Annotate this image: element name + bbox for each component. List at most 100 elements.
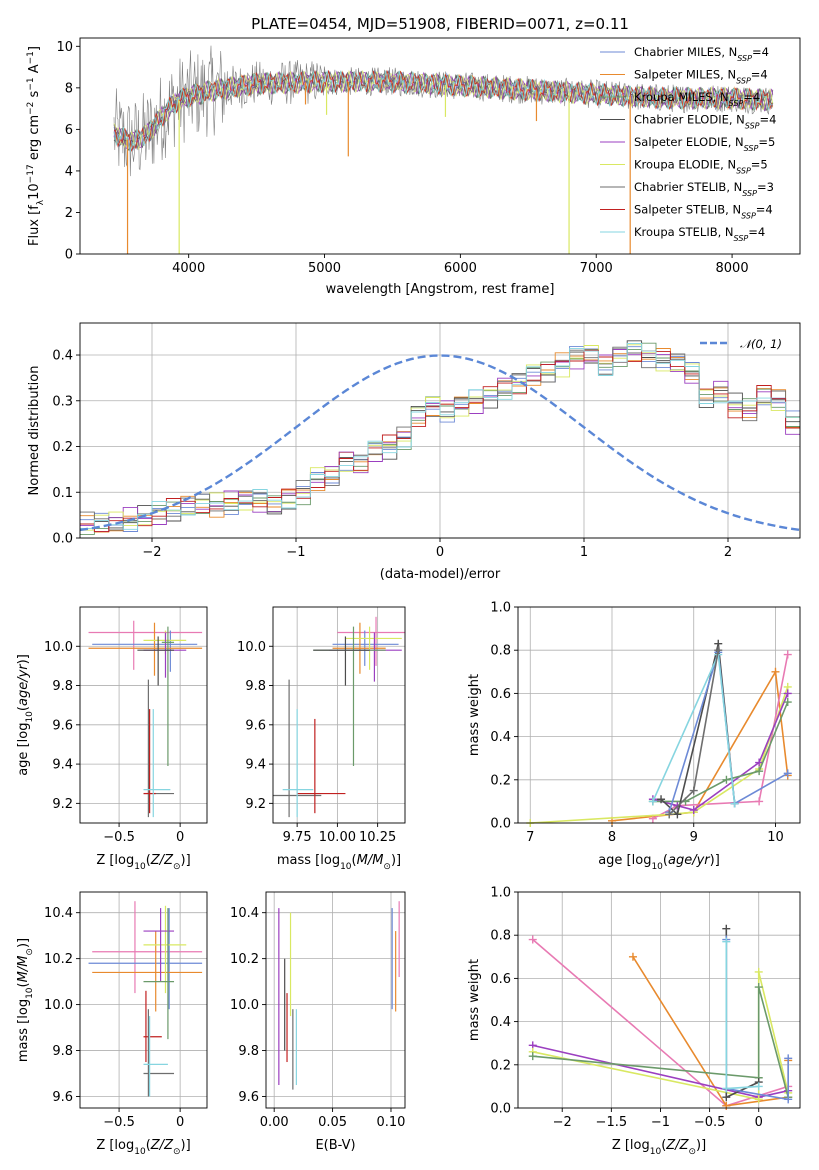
spectrum-legend-label-3: Chabrier ELODIE, NSSP=4 xyxy=(634,113,776,131)
mass-vs-Z-xtick-label-0: −0.5 xyxy=(103,1115,135,1130)
residuals-xtick-label-3: 1 xyxy=(580,545,588,560)
age-vs-Z-ytick-label-2: 9.6 xyxy=(52,718,73,733)
mass-vs-ebv-ytick-label-1: 9.8 xyxy=(238,1044,259,1059)
spectrum-xtick-label-2: 6000 xyxy=(444,261,477,276)
mass-vs-ebv-ytick-label-4: 10.4 xyxy=(230,906,259,921)
weight-vs-age-marker-5-0 xyxy=(657,795,666,804)
weight-vs-age-xtick-label-3: 10 xyxy=(767,830,784,845)
weight-vs-Z-ytick-label-4: 0.8 xyxy=(490,929,511,944)
residuals-xtick-label-2: 0 xyxy=(436,545,444,560)
weight-vs-Z-xtick-label-1: −1.5 xyxy=(596,1115,628,1130)
weight-vs-Z-xtick-label-0: −2 xyxy=(553,1115,572,1130)
age-vs-Z-ylabel: age [log10(age/yr)] xyxy=(16,654,35,776)
mass-vs-ebv-xtick-label-2: 0.10 xyxy=(377,1115,406,1130)
weight-vs-Z-xtick-label-3: −0.5 xyxy=(694,1115,726,1130)
weight-vs-Z-marker-7-1 xyxy=(722,1084,731,1093)
residuals-hist-6 xyxy=(80,346,800,531)
age-vs-Z-ytick-label-4: 10.0 xyxy=(44,640,73,655)
spectrum-data-line xyxy=(113,45,773,177)
mass-vs-Z-xlabel: Z [log10(Z/Z⊙)] xyxy=(96,1138,190,1157)
age-vs-mass-ytick-label-3: 9.8 xyxy=(245,679,266,694)
weight-vs-Z-ytick-label-3: 0.6 xyxy=(490,972,511,987)
weight-vs-Z-marker-3-2 xyxy=(754,967,763,976)
spectrum-ytick-label-4: 8 xyxy=(65,81,73,96)
mass-vs-ebv-ytick-label-2: 10.0 xyxy=(230,998,259,1013)
weight-vs-age-marker-1-3 xyxy=(783,650,792,659)
weight-vs-Z-ylabel: mass weight xyxy=(467,959,482,1041)
spectrum-ytick-label-1: 2 xyxy=(65,206,73,221)
spectrum-ytick-label-3: 6 xyxy=(65,123,73,138)
weight-vs-age-ytick-label-0: 0.0 xyxy=(490,817,511,832)
weight-vs-age-ytick-label-3: 0.6 xyxy=(490,687,511,702)
age-vs-mass-xtick-label-0: 9.75 xyxy=(283,830,312,845)
mass-vs-ebv-xlabel: E(B-V) xyxy=(315,1138,355,1153)
residuals-ytick-label-3: 0.3 xyxy=(52,394,73,409)
weight-vs-age-marker-6-3 xyxy=(783,769,792,778)
spectrum-legend-label-1: Salpeter MILES, NSSP=4 xyxy=(634,68,768,86)
age-vs-Z-frame xyxy=(79,606,208,824)
residuals-ytick-label-4: 0.4 xyxy=(52,349,73,364)
spectrum-xlabel: wavelength [Angstrom, rest frame] xyxy=(326,282,555,297)
residuals-ytick-label-2: 0.2 xyxy=(52,440,73,455)
spectrum-ytick-label-2: 4 xyxy=(65,164,73,179)
mass-vs-ebv-errorbars xyxy=(278,901,400,1090)
residuals-normal-curve xyxy=(79,354,801,532)
weight-vs-age-marker-7-0 xyxy=(648,797,657,806)
spectrum-model-line-8 xyxy=(113,70,773,152)
weight-vs-Z-frame xyxy=(517,891,801,1109)
mass-vs-Z-ytick-label-2: 10.0 xyxy=(44,998,73,1013)
mass-vs-Z-ylabel: mass [log10(M/M⊙)] xyxy=(16,938,35,1062)
weight-vs-age-marker-5-1 xyxy=(673,810,682,819)
weight-vs-Z-marker-7-0 xyxy=(722,937,731,946)
weight-vs-age-ytick-label-2: 0.4 xyxy=(490,730,511,745)
weight-vs-age-frame xyxy=(517,606,801,824)
spectrum-ytick-label-0: 0 xyxy=(65,248,73,263)
mass-vs-Z-frame xyxy=(79,891,208,1109)
spectrum-legend-label-0: Chabrier MILES, NSSP=4 xyxy=(634,45,769,63)
weight-vs-age-ytick-label-4: 0.8 xyxy=(490,644,511,659)
spectrum-xtick-label-1: 5000 xyxy=(308,261,341,276)
residuals-legend-label: 𝒩(0, 1) xyxy=(740,337,782,351)
spectrum-xtick-label-4: 8000 xyxy=(716,261,749,276)
weight-vs-Z-series-4 xyxy=(532,986,789,1098)
weight-vs-age-marker-3-3 xyxy=(755,758,764,767)
weight-vs-Z-marker-5-1 xyxy=(722,1093,731,1102)
residuals-ylabel: Normed distribution xyxy=(27,366,42,496)
age-vs-mass-frame xyxy=(272,606,406,824)
spectrum-legend-label-6: Chabrier STELIB, NSSP=3 xyxy=(634,180,774,198)
weight-vs-Z-ytick-label-5: 1.0 xyxy=(490,886,511,901)
weight-vs-age-xtick-label-2: 9 xyxy=(690,830,698,845)
spectrum-xtick-label-3: 7000 xyxy=(580,261,613,276)
age-vs-Z-ytick-label-0: 9.2 xyxy=(52,797,73,812)
spectrum-ytick-label-5: 10 xyxy=(56,40,73,55)
age-vs-mass-xtick-label-2: 10.25 xyxy=(359,830,396,845)
age-vs-mass-ytick-label-0: 9.2 xyxy=(245,797,266,812)
residuals-hist-8 xyxy=(80,342,800,530)
mass-vs-Z-ytick-label-0: 9.6 xyxy=(52,1090,73,1105)
weight-vs-Z-axes: −2 −1.5 −1 −0.5 0 0.0 0.2 0.4 0.6 0.8 1.0 xyxy=(490,886,800,1130)
weight-vs-age-marker-4-3 xyxy=(755,767,764,776)
residuals-frame xyxy=(79,322,801,539)
mass-vs-ebv-xtick-label-1: 0.05 xyxy=(318,1115,347,1130)
spectrum-model-line-5 xyxy=(113,69,774,151)
residuals-xtick-label-4: 2 xyxy=(724,545,732,560)
residuals-xlabel: (data-model)/error xyxy=(380,567,501,582)
age-vs-mass-ytick-label-4: 10.0 xyxy=(237,640,266,655)
weight-vs-age-marker-8-2 xyxy=(714,646,723,655)
age-vs-mass-axes: 9.75 10.00 10.25 9.2 9.4 9.6 9.8 10.0 xyxy=(237,607,405,845)
weight-vs-Z-xlabel: Z [log10(Z/Z⊙)] xyxy=(612,1138,706,1157)
spectrum-legend-label-4: Salpeter ELODIE, NSSP=5 xyxy=(634,135,775,153)
weight-vs-age-xtick-label-1: 8 xyxy=(608,830,616,845)
weight-vs-age-marker-8-0 xyxy=(665,810,674,819)
weight-vs-Z-xtick-label-2: −1 xyxy=(651,1115,670,1130)
weight-vs-Z-ytick-label-2: 0.4 xyxy=(490,1015,511,1030)
weight-vs-Z-marker-4-2 xyxy=(754,983,763,992)
weight-vs-age-marker-3-2 xyxy=(689,806,698,815)
mass-vs-Z-errorbars xyxy=(88,901,203,1097)
spectrum-frame xyxy=(79,37,801,255)
weight-vs-age-xtick-label-0: 7 xyxy=(526,830,534,845)
age-vs-Z-ytick-label-1: 9.4 xyxy=(52,758,73,773)
spectrum-xtick-label-0: 4000 xyxy=(172,261,205,276)
figure-title: PLATE=0454, MJD=51908, FIBERID=0071, z=0… xyxy=(251,15,629,33)
mass-vs-ebv-axes: 0.00 0.05 0.10 9.6 9.8 10.0 10.2 10.4 xyxy=(230,892,405,1130)
